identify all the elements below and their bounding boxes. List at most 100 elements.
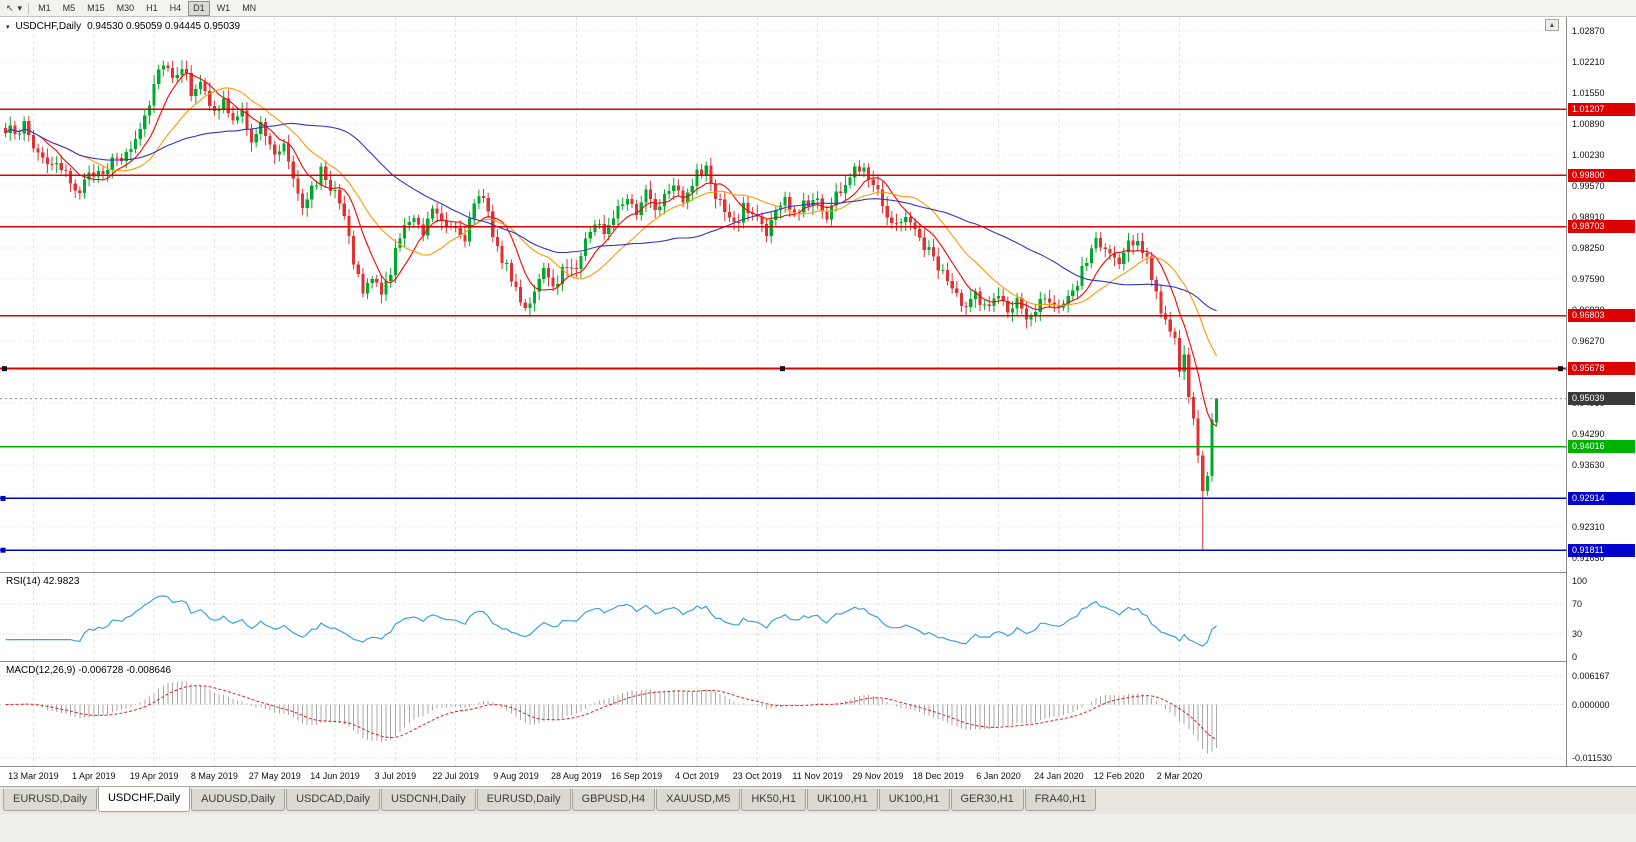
rsi-axis-tick: 0 — [1572, 652, 1578, 662]
price-axis-tick: 1.02870 — [1572, 26, 1605, 36]
symbol-period-label: USDCHF,Daily — [15, 21, 82, 32]
price-axis-tick: 0.92310 — [1572, 521, 1605, 532]
date-label: 11 Nov 2019 — [792, 771, 843, 781]
timeframe-mn-button[interactable]: MN — [242, 2, 257, 13]
rsi-axis-tick: 70 — [1572, 598, 1583, 609]
chart-tab-uk100-h1[interactable]: UK100,H1 — [878, 789, 950, 811]
hline-handle — [0, 495, 6, 501]
date-label: 22 Jul 2019 — [432, 771, 479, 781]
price-axis-tick: 0.91650 — [1572, 552, 1605, 563]
date-label: 16 Sep 2019 — [611, 771, 663, 781]
rsi-axis-tick: 30 — [1572, 629, 1583, 640]
date-label: 8 May 2019 — [190, 771, 238, 781]
timeframe-m15-button[interactable]: M15 — [87, 2, 105, 13]
date-label: 2 Mar 2020 — [1156, 771, 1203, 781]
price-label-0.91811: 0.91811 — [1568, 543, 1635, 557]
macd-panel[interactable] — [0, 662, 1566, 766]
timeframe-m5-button[interactable]: M5 — [62, 2, 76, 13]
date-label: 4 Oct 2019 — [674, 771, 719, 781]
chart-tab-hk50-h1[interactable]: HK50,H1 — [741, 789, 806, 811]
rsi-label: RSI(14) 42.9823 — [6, 576, 80, 587]
price-axis-tick: 1.01550 — [1572, 87, 1605, 98]
chart-tab-usdchf-daily[interactable]: USDCHF,Daily — [97, 787, 191, 812]
date-label: 18 Dec 2019 — [912, 771, 964, 781]
pointer-icon[interactable]: ↖ — [6, 2, 14, 13]
date-label: 6 Jan 2020 — [976, 771, 1021, 781]
date-label: 1 Apr 2019 — [71, 771, 116, 781]
chart-tab-gbpusd-h4[interactable]: GBPUSD,H4 — [571, 789, 656, 811]
timeframe-h4-button[interactable]: H4 — [169, 2, 182, 13]
date-label: 24 Jan 2020 — [1034, 771, 1084, 781]
date-label: 14 Jun 2019 — [310, 771, 360, 781]
price-label-0.99800: 0.99800 — [1568, 168, 1635, 182]
date-label: 27 May 2019 — [248, 771, 301, 781]
hline-handle — [1558, 366, 1563, 372]
price-label-0.95039: 0.95039 — [1568, 392, 1635, 406]
date-label: 29 Nov 2019 — [852, 771, 904, 781]
macd-label: MACD(12,26,9) -0.006728 -0.008646 — [6, 665, 172, 676]
timeframe-w1-button[interactable]: W1 — [216, 2, 231, 13]
chart-tab-eurusd-daily[interactable]: EURUSD,Daily — [3, 789, 97, 811]
price-axis-tick: 0.94290 — [1572, 428, 1605, 439]
price-axis-tick: 1.00890 — [1572, 118, 1605, 129]
price-axis-tick: 0.98250 — [1572, 242, 1605, 253]
date-label: 9 Aug 2019 — [493, 771, 539, 781]
rsi-axis-tick: 100 — [1572, 576, 1588, 586]
ohlc-values: 0.94530 0.95059 0.94445 0.95039 — [87, 21, 241, 32]
chart-tab-audusd-daily[interactable]: AUDUSD,Daily — [191, 789, 286, 811]
macd-axis-tick: 0.000000 — [1572, 699, 1610, 710]
price-label-0.96803: 0.96803 — [1568, 309, 1635, 323]
date-label: 12 Feb 2020 — [1093, 771, 1145, 781]
price-axis-tick: 1.00230 — [1572, 149, 1605, 160]
price-label-0.92914: 0.92914 — [1568, 491, 1635, 505]
hline-handle — [0, 547, 6, 553]
hline-handle — [780, 366, 785, 372]
timeframe-m1-button[interactable]: M1 — [38, 2, 51, 13]
macd-axis-tick: 0.006167 — [1572, 671, 1610, 681]
date-label: 19 Apr 2019 — [129, 771, 179, 781]
one-click-trading-icon[interactable]: ▾ — [6, 23, 10, 31]
date-label: 3 Jul 2019 — [374, 771, 417, 781]
price-axis-tick: 1.02210 — [1572, 56, 1605, 67]
chart-tab-usdcad-daily[interactable]: USDCAD,Daily — [286, 789, 381, 811]
date-label: 28 Aug 2019 — [551, 771, 602, 781]
timeframe-m30-button[interactable]: M30 — [116, 2, 135, 13]
price-label-0.95678: 0.95678 — [1568, 362, 1635, 376]
hline-handle — [2, 366, 7, 372]
panel-divider[interactable] — [0, 661, 1636, 662]
chart-window: ▾ USDCHF,Daily 0.94530 0.95059 0.94445 0… — [0, 17, 1636, 766]
time-axis[interactable]: 13 Mar 2019 1 Apr 2019 19 Apr 2019 8 May 20… — [0, 766, 1636, 786]
chart-tab-fra40-h1[interactable]: FRA40,H1 — [1024, 789, 1097, 811]
timeframe-d1-button[interactable]: D1 — [188, 0, 210, 16]
timeframe-buttons: M1 M5 M15 M30 H1 H4 D1 W1 MN — [33, 0, 263, 16]
chart-tab-usdcnh-daily[interactable]: USDCNH,Daily — [381, 789, 476, 811]
price-axis-tick: 0.93630 — [1572, 459, 1605, 470]
chart-title: ▾ USDCHF,Daily 0.94530 0.95059 0.94445 0… — [6, 21, 240, 32]
timeframe-h1-button[interactable]: H1 — [146, 2, 158, 13]
scroll-up-button[interactable]: ▲ — [1545, 19, 1559, 31]
price-label-0.98703: 0.98703 — [1568, 220, 1635, 234]
date-label: 13 Mar 2019 — [8, 771, 59, 781]
price-axis-tick: 0.98910 — [1572, 211, 1605, 222]
price-chart[interactable] — [0, 17, 1566, 572]
price-axis-tick: 0.96270 — [1572, 335, 1605, 346]
dropdown-arrow-icon[interactable]: ▾ — [17, 2, 23, 13]
panel-divider[interactable] — [0, 572, 1636, 573]
date-label: 23 Oct 2019 — [732, 771, 782, 781]
price-axis[interactable]: 1.02870 1.02210 1.01550 1.00890 1.00230 0.995… — [1566, 17, 1636, 766]
chart-tab-uk100-h1[interactable]: UK100,H1 — [806, 789, 878, 811]
toolbar-separator — [28, 2, 30, 14]
chart-tab-xauusd-m5[interactable]: XAUUSD,M5 — [656, 789, 741, 811]
chart-tab-ger30-h1[interactable]: GER30,H1 — [950, 789, 1024, 811]
chart-tab-eurusd-daily[interactable]: EURUSD,Daily — [476, 789, 571, 811]
price-axis-tick: 0.97590 — [1572, 273, 1605, 284]
price-label-0.94016: 0.94016 — [1568, 440, 1635, 454]
timeframe-toolbar: ↖ ▾ M1 M5 M15 M30 H1 H4 D1 W1 MN — [0, 0, 1636, 17]
price-axis-tick: 0.99570 — [1572, 180, 1605, 191]
macd-axis-tick: -0.011530 — [1572, 753, 1612, 763]
window-background — [0, 814, 1636, 842]
chart-tab-bar: EURUSD,Daily USDCHF,Daily AUDUSD,Daily USDC… — [0, 786, 1636, 814]
rsi-panel[interactable] — [0, 573, 1566, 661]
price-label-1.01207: 1.01207 — [1568, 102, 1635, 116]
